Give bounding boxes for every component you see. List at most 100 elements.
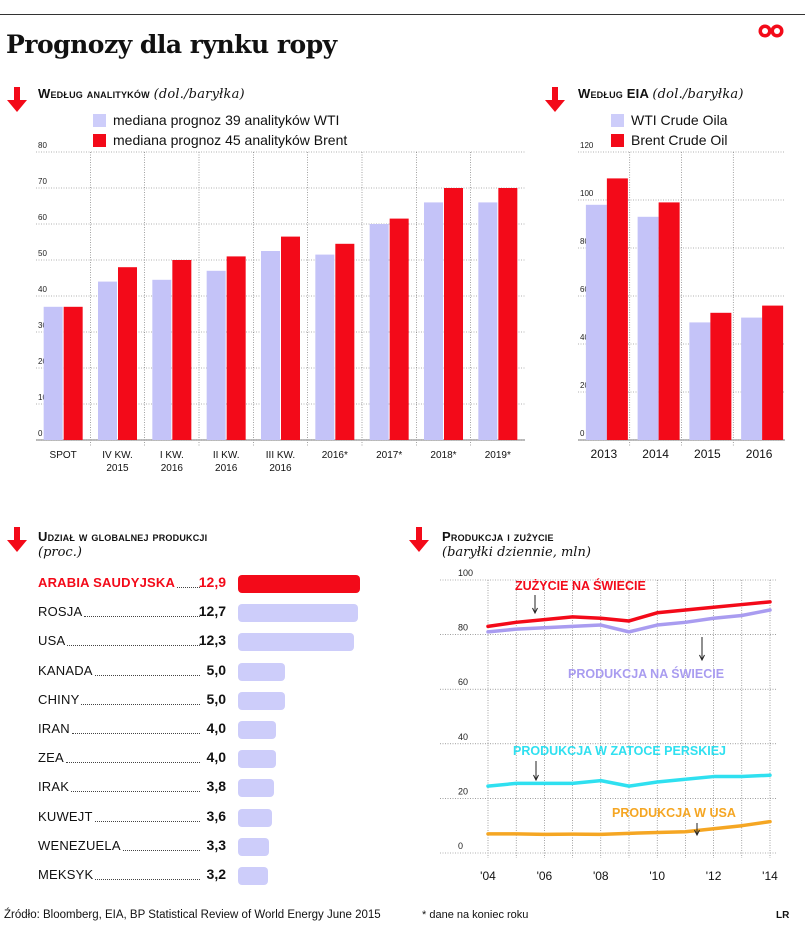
bar-wti	[689, 322, 711, 440]
x-tick-label: 2019*	[485, 450, 511, 461]
y-tick-label: 80	[38, 141, 47, 150]
share-bar	[238, 779, 274, 798]
share-row: USA 12,3	[38, 630, 368, 652]
bar-brent	[172, 260, 192, 440]
y-tick-label: 80	[580, 237, 589, 246]
bar-brent	[118, 267, 137, 440]
legend-swatch	[611, 113, 624, 127]
share-heading: Udział w globalnej produkcji	[38, 529, 208, 544]
x-tick-label: 2016	[161, 463, 184, 474]
bar-brent	[762, 305, 784, 440]
y-tick-label: 70	[38, 177, 47, 186]
bar-wti	[585, 204, 607, 440]
production-line-chart: 0 20 40 60 80 100 '04 '06 '08 '10 '12 '14 ZUŻYCIE NA…	[440, 568, 778, 883]
down-arrow-icon	[409, 527, 429, 552]
share-value-label: 5,0	[206, 690, 226, 707]
pointer-arrow-icon	[699, 654, 705, 662]
leader-dots	[65, 762, 200, 764]
share-row: KANADA 5,0	[38, 660, 368, 682]
country-label: ROSJA	[38, 604, 83, 620]
share-bar	[238, 604, 359, 623]
share-row: KUWEJT 3,6	[38, 806, 368, 828]
series-label: PRODUKCJA W ZATOCE PERSKIEJ	[513, 744, 726, 758]
leader-dots	[94, 674, 200, 676]
y-tick-label: 60	[580, 285, 589, 294]
share-bar	[238, 575, 360, 593]
x-tick-label: 2016*	[322, 450, 348, 461]
eia-heading: Według EIA (dol./baryłka)	[578, 86, 744, 102]
country-label: IRAK	[38, 779, 70, 795]
leader-dots	[84, 616, 200, 618]
bar-wti	[206, 270, 226, 440]
y-tick-label: 20	[580, 381, 589, 390]
bar-brent	[335, 243, 355, 440]
bar-brent	[498, 188, 518, 440]
share-row: ROSJA 12,7	[38, 601, 368, 623]
leader-dots	[95, 879, 200, 880]
down-arrow-icon	[545, 87, 565, 112]
x-tick-label: '06	[537, 869, 553, 883]
bar-wti	[741, 317, 763, 440]
y-tick-label: 80	[458, 623, 468, 633]
y-tick-label: 60	[38, 213, 47, 222]
share-row: ARABIA SAUDYJSKA 12,9	[38, 572, 368, 594]
share-row: IRAN 4,0	[38, 718, 368, 740]
country-label: ZEA	[38, 750, 64, 766]
leader-dots	[67, 645, 200, 647]
legend-item-brent: mediana prognoz 45 analityków Brent	[93, 130, 347, 150]
bar-wti	[261, 251, 280, 440]
bar-brent	[281, 236, 300, 440]
country-label: USA	[38, 633, 66, 649]
pointer-arrow-icon	[694, 829, 700, 837]
analysts-heading: Według analityków (dol./baryłka)	[38, 86, 245, 102]
bar-wti	[315, 254, 335, 440]
x-tick-label: '10	[649, 869, 665, 883]
leader-dots	[81, 703, 200, 705]
x-tick-label: II KW.	[213, 450, 240, 461]
legend-item-wti: mediana prognoz 39 analityków WTI	[93, 110, 347, 130]
share-row: CHINY 5,0	[38, 689, 368, 711]
share-value-label: 4,0	[206, 749, 226, 766]
top-rule	[0, 14, 805, 15]
publisher-logo-icon	[758, 24, 784, 38]
share-row: IRAK 3,8	[38, 776, 368, 798]
y-tick-label: 20	[38, 357, 47, 366]
x-tick-label: 2016	[269, 463, 292, 474]
legend-item-wti: WTI Crude Oila	[611, 110, 727, 130]
bar-brent	[606, 178, 628, 440]
bar-brent	[658, 202, 680, 440]
leader-dots	[94, 820, 200, 822]
leader-dots	[177, 587, 200, 588]
x-tick-label: 2015	[694, 447, 721, 461]
share-value-label: 3,3	[206, 836, 226, 853]
production-heading: Produkcja i zużycie	[442, 529, 554, 544]
bar-wti	[98, 281, 117, 440]
share-value-label: 12,7	[198, 603, 226, 620]
leader-dots	[71, 733, 200, 734]
x-tick-label: I KW.	[160, 450, 184, 461]
pointer-arrow-icon	[532, 607, 538, 615]
country-label: ARABIA SAUDYJSKA	[38, 575, 176, 590]
line-production-world	[486, 608, 772, 634]
leader-dots	[122, 849, 200, 851]
bar-brent	[226, 256, 246, 440]
x-tick-label: 2014	[642, 447, 669, 461]
country-label: KANADA	[38, 662, 93, 678]
bar-wti	[637, 216, 659, 440]
y-tick-label: 40	[458, 732, 468, 742]
source-note: Źródło: Bloomberg, EIA, BP Statistical R…	[4, 909, 381, 921]
x-tick-label: 2016	[746, 447, 773, 461]
x-tick-label: '14	[762, 869, 778, 883]
y-tick-label: 120	[580, 141, 594, 150]
share-value-label: 12,9	[198, 574, 226, 590]
share-bar	[238, 662, 286, 681]
country-label: CHINY	[38, 691, 80, 707]
x-tick-label: III KW.	[266, 450, 295, 461]
series-label: ZUŻYCIE NA ŚWIECIE	[515, 578, 646, 593]
share-row: WENEZUELA 3,3	[38, 835, 368, 857]
analysts-bar-chart: 0 10 20 30 40 50 60 70 80 SPOT IV KW. 2015 I KW. 2016…	[36, 141, 525, 474]
legend-item-brent: Brent Crude Oil	[611, 130, 727, 150]
country-label: WENEZUELA	[38, 837, 121, 853]
x-tick-label: '08	[593, 869, 609, 883]
share-bar	[238, 633, 355, 652]
